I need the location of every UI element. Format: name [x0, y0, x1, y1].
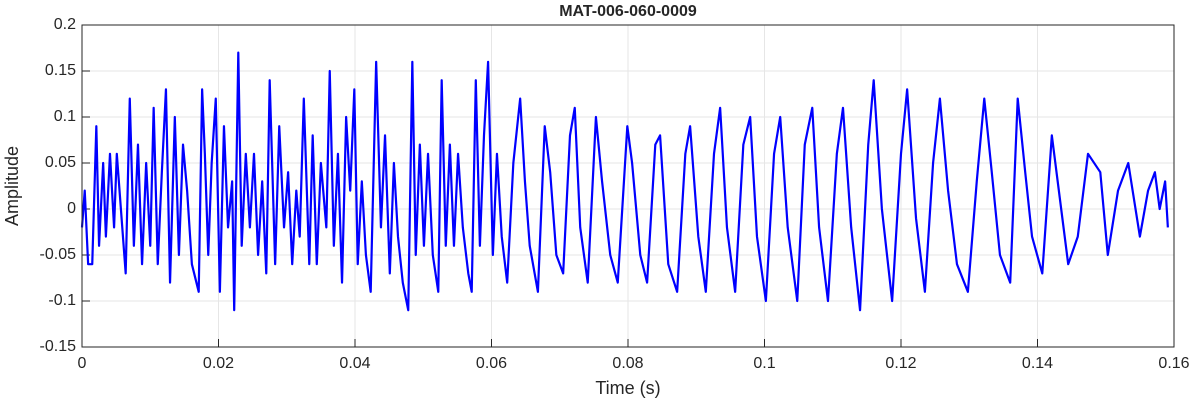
x-tick-label: 0.08: [612, 355, 643, 372]
x-tick-label: 0.1: [753, 355, 775, 372]
y-tick-label: -0.15: [40, 338, 77, 355]
x-tick-label: 0: [78, 355, 87, 372]
y-tick-label: 0: [67, 200, 76, 217]
x-tick-label: 0.12: [885, 355, 916, 372]
x-tick-label: 0.14: [1022, 355, 1053, 372]
y-tick-label: 0.15: [45, 62, 76, 79]
y-tick-label: 0.1: [54, 108, 76, 125]
x-tick-label: 0.02: [203, 355, 234, 372]
y-tick-label: 0.2: [54, 16, 76, 33]
axes-box: [81, 24, 1175, 348]
signal-line: [80, 51, 1169, 312]
x-tick-label: 0.16: [1158, 355, 1189, 372]
x-axis-label: Time (s): [595, 378, 660, 398]
y-axis-label: Amplitude: [2, 146, 22, 226]
chart-title: MAT-006-060-0009: [559, 3, 697, 20]
y-tick-label: -0.05: [40, 246, 77, 263]
x-tick-label: 0.06: [476, 355, 507, 372]
y-tick-label: -0.1: [48, 292, 76, 309]
x-tick-label: 0.04: [339, 355, 370, 372]
y-tick-label: 0.05: [45, 154, 76, 171]
